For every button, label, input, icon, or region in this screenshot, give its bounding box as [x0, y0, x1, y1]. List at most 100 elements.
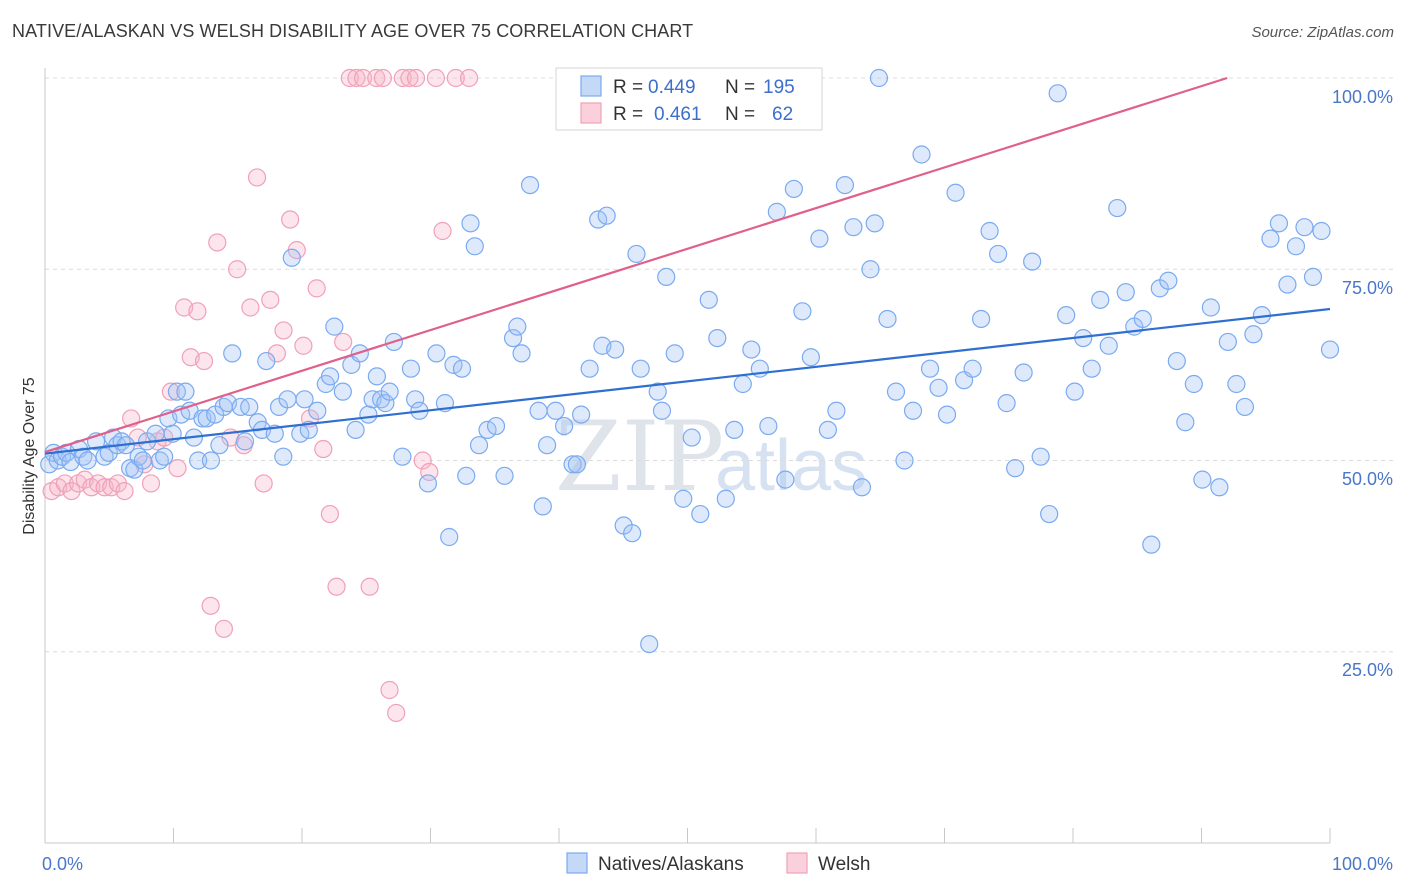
legend-n-label-natives: N =: [725, 77, 755, 98]
welsh-point: [208, 233, 227, 252]
natives-point: [886, 382, 906, 401]
welsh-point: [327, 577, 346, 596]
natives-point: [359, 405, 378, 424]
welsh-point: [108, 474, 127, 493]
stats-legend: R = 0.449 N = 195 R = 0.461 N = 62: [555, 67, 823, 131]
legend-swatch-natives: [580, 75, 602, 97]
natives-point: [1303, 267, 1323, 286]
welsh-point: [446, 68, 465, 88]
legend-swatch-welsh: [580, 102, 602, 124]
natives-point: [1014, 363, 1033, 382]
bottom-legend-swatch-natives: [566, 852, 588, 874]
welsh-point: [62, 482, 81, 501]
welsh-point: [214, 619, 233, 638]
natives-point: [235, 432, 255, 451]
natives-point: [631, 359, 650, 378]
welsh-point: [426, 68, 446, 88]
welsh-point: [314, 439, 333, 459]
natives-point: [155, 447, 174, 466]
welsh-point: [347, 68, 366, 88]
welsh-point: [228, 260, 247, 279]
natives-point: [78, 451, 97, 470]
natives-point: [201, 451, 221, 470]
welsh-point: [281, 210, 300, 229]
natives-point: [299, 420, 318, 439]
natives-point: [1082, 359, 1101, 378]
natives-point: [555, 416, 574, 436]
natives-point: [503, 329, 523, 348]
natives-point: [1312, 221, 1331, 241]
natives-point: [810, 229, 829, 248]
natives-point: [1167, 351, 1186, 371]
welsh-point: [254, 474, 273, 493]
natives-point: [1193, 470, 1212, 489]
source-credit: Source: ZipAtlas.com: [1251, 24, 1394, 41]
natives-trend-line: [44, 307, 1331, 455]
natives-point: [793, 302, 812, 321]
natives-point: [827, 401, 846, 420]
welsh-point: [141, 474, 161, 493]
natives-point: [1006, 459, 1025, 478]
natives-point: [1235, 397, 1255, 417]
natives-point: [580, 359, 599, 378]
natives-point: [776, 470, 795, 489]
natives-point: [197, 409, 216, 428]
legend-r-value-welsh: 0.461: [654, 104, 702, 125]
natives-point: [520, 176, 540, 195]
natives-point: [325, 317, 344, 336]
natives-points: [40, 68, 1340, 654]
y-tick-label-25: 25.0%: [1342, 660, 1393, 680]
natives-point: [708, 329, 727, 348]
welsh-trend-line: [44, 76, 1228, 454]
natives-point: [1040, 504, 1059, 524]
natives-point: [461, 214, 480, 233]
natives-point: [997, 394, 1016, 413]
natives-point: [469, 436, 489, 455]
natives-point: [606, 340, 625, 359]
natives-point: [1295, 218, 1314, 237]
natives-point: [980, 221, 999, 241]
natives-point: [963, 359, 982, 378]
natives-point: [567, 455, 586, 474]
natives-point: [189, 451, 208, 470]
bottom-legend-label-welsh: Welsh: [818, 854, 870, 875]
natives-point: [623, 524, 642, 543]
welsh-point: [261, 290, 280, 309]
welsh-point: [320, 504, 340, 524]
natives-point: [508, 317, 527, 336]
natives-point: [691, 504, 710, 524]
gridlines: [45, 77, 1395, 653]
trend-lines: [44, 76, 1331, 455]
natives-point: [427, 344, 446, 363]
natives-point: [1218, 332, 1237, 352]
natives-point: [380, 382, 399, 401]
natives-point: [852, 478, 872, 497]
watermark: ZIP atlas: [555, 401, 867, 513]
natives-point: [1159, 271, 1178, 290]
natives-point: [346, 420, 365, 439]
y-tick-label-50: 50.0%: [1342, 469, 1393, 489]
natives-point: [937, 405, 957, 424]
natives-point: [295, 390, 314, 409]
welsh-point: [241, 298, 260, 317]
welsh-point: [406, 68, 426, 88]
natives-point: [1108, 198, 1127, 218]
natives-point: [1261, 229, 1280, 248]
natives-point: [457, 466, 476, 485]
welsh-point: [168, 459, 187, 478]
natives-point: [176, 382, 195, 401]
natives-point: [308, 401, 327, 420]
welsh-point: [373, 68, 393, 88]
natives-point: [465, 237, 484, 256]
legend-r-label-welsh: R =: [613, 104, 643, 125]
welsh-point: [115, 482, 134, 501]
natives-point: [835, 176, 855, 195]
natives-point: [537, 436, 557, 455]
y-tick-label-75: 75.0%: [1342, 278, 1393, 298]
natives-point: [742, 340, 761, 359]
welsh-point: [161, 382, 180, 401]
welsh-point: [413, 451, 432, 470]
natives-point: [133, 451, 152, 470]
natives-point: [733, 374, 752, 394]
